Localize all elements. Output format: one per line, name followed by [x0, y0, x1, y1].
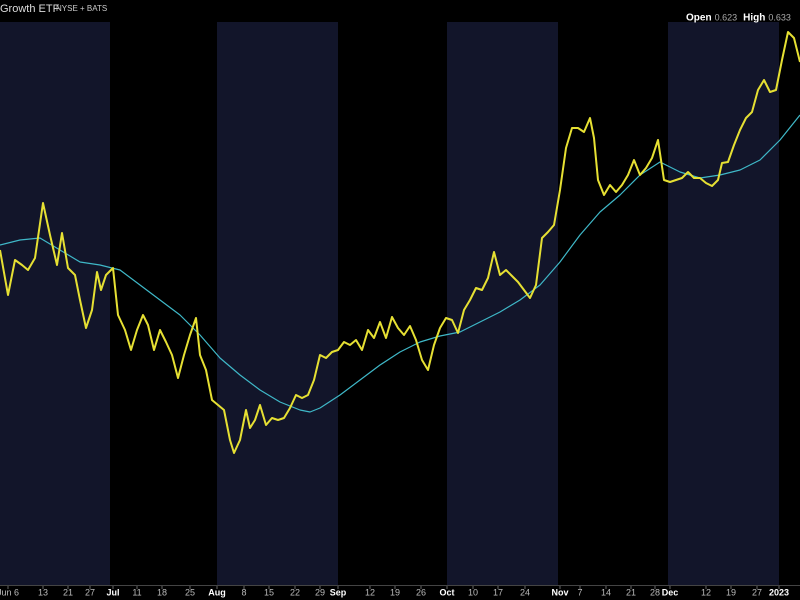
month-band — [447, 22, 558, 585]
x-tick-label: 28 — [650, 587, 660, 597]
x-tick-label: 21 — [63, 587, 73, 597]
x-tick-label: Aug — [208, 587, 226, 597]
x-tick-label: 8 — [241, 587, 246, 597]
quote-value: 0.633 — [768, 12, 791, 22]
x-tick-label: 2023 — [769, 587, 789, 597]
plot — [0, 31, 800, 454]
x-tick-label: 27 — [752, 587, 762, 597]
x-tick-label: 24 — [520, 587, 530, 597]
x-tick-label: 15 — [264, 587, 274, 597]
x-tick-label: 7 — [577, 587, 582, 597]
x-tick-label: 22 — [290, 587, 300, 597]
x-tick-label: 12 — [365, 587, 375, 597]
x-axis: Jun 6 13 21 27 Jul 11 18 25 Aug 8 15 22 29 Sep 12 19 26 O… — [0, 586, 789, 597]
x-tick-label: 26 — [416, 587, 426, 597]
month-band — [0, 22, 110, 585]
x-tick-label: 17 — [493, 587, 503, 597]
month-band — [668, 22, 779, 585]
header-bar — [0, 0, 800, 22]
x-tick-label: 14 — [601, 587, 611, 597]
x-tick-label: 10 — [468, 587, 478, 597]
quote: Open 0.623 High 0.633 — [686, 12, 791, 23]
x-tick-label: 18 — [157, 587, 167, 597]
quote-label: High — [743, 13, 765, 24]
chart-title: Growth ETF — [0, 3, 60, 15]
month-bands — [0, 22, 779, 585]
x-tick-label: Jul — [106, 587, 119, 597]
x-tick-label: 21 — [626, 587, 636, 597]
x-tick-label: Jun 6 — [0, 587, 19, 597]
x-tick-label: Sep — [330, 587, 347, 597]
x-tick-label: Nov — [551, 587, 568, 597]
x-tick-label: 29 — [315, 587, 325, 597]
chart-subtitle: NYSE + BATS — [56, 4, 107, 13]
price-line — [0, 114, 800, 413]
x-tick-label: 11 — [132, 587, 141, 597]
quote-value: 0.623 — [715, 12, 738, 22]
x-tick-label: 19 — [390, 587, 400, 597]
x-tick-label: 27 — [85, 587, 95, 597]
x-tick-label: 25 — [185, 587, 195, 597]
price-line — [0, 31, 800, 454]
month-band — [217, 22, 338, 585]
quote-label: Open — [686, 13, 712, 24]
x-tick-label: 13 — [38, 587, 48, 597]
x-tick-label: 19 — [726, 587, 736, 597]
x-axis-bar — [0, 585, 800, 600]
x-tick-label: Oct — [439, 587, 454, 597]
x-tick-label: Dec — [662, 587, 679, 597]
x-tick-label: 12 — [701, 587, 711, 597]
